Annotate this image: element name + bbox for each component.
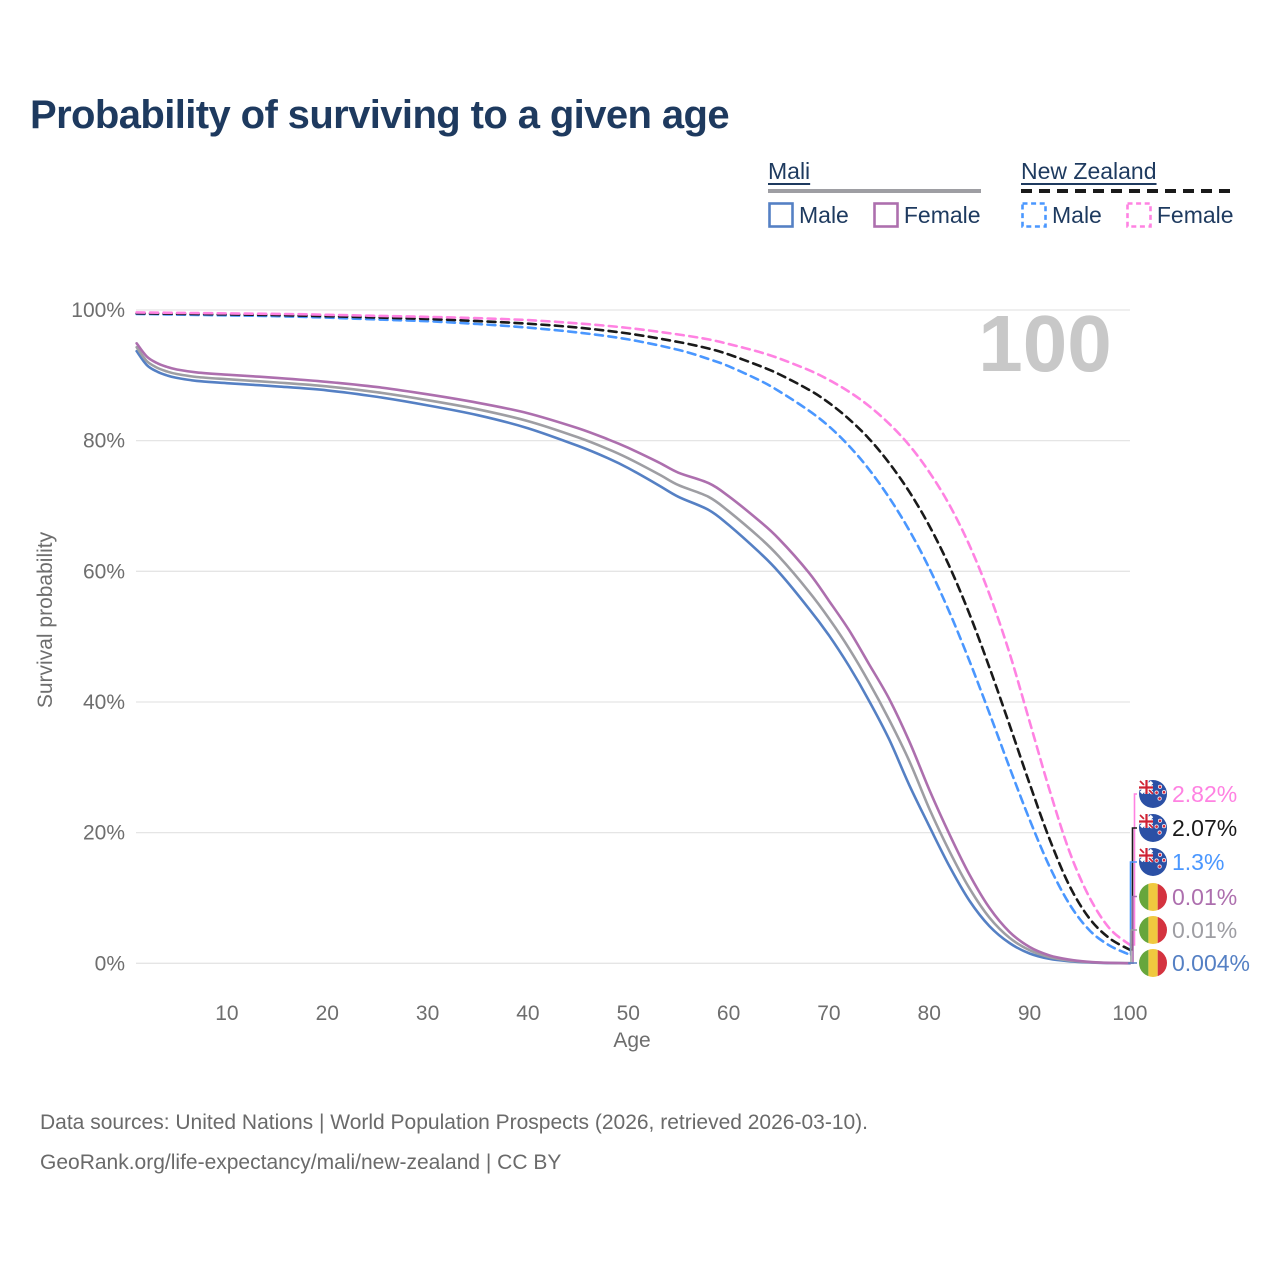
- svg-text:80%: 80%: [83, 430, 125, 453]
- svg-text:50: 50: [617, 1002, 640, 1025]
- legend-group-mali: Mali Male Female: [768, 158, 981, 229]
- end-value: 0.01%: [1172, 883, 1238, 910]
- watermark-age-100: 100: [978, 299, 1111, 388]
- legend-line-sample-solid: [768, 188, 981, 193]
- legend-label-nz-female[interactable]: Female: [1156, 201, 1234, 228]
- new-zealand-flag-icon: [1139, 814, 1167, 842]
- legend-group-new-zealand: New Zealand Male Female: [1021, 158, 1234, 229]
- new-zealand-flag-icon: [1139, 780, 1167, 808]
- svg-text:100: 100: [1112, 1002, 1147, 1025]
- curve-new-zealand-total: [135, 311, 1132, 952]
- legend-swatch-mali-male[interactable]: [768, 202, 794, 228]
- legend-label-mali-male[interactable]: Male: [799, 201, 849, 228]
- curve-new-zealand-male: [135, 312, 1132, 957]
- legend-label-mali-female[interactable]: Female: [903, 201, 981, 228]
- page-title: Probability of surviving to a given age: [30, 93, 730, 137]
- end-value: 0.004%: [1172, 949, 1251, 976]
- x-axis-title: Age: [613, 1029, 651, 1052]
- end-label-nz-male[interactable]: 1.3%: [1139, 847, 1224, 877]
- svg-text:90: 90: [1018, 1002, 1041, 1025]
- curve-mali-female: [135, 342, 1132, 965]
- end-value: 2.82%: [1172, 780, 1238, 807]
- curve-new-zealand-female: [135, 311, 1132, 947]
- end-label-nz-total[interactable]: 2.07%: [1139, 813, 1237, 843]
- curve-mali-total: [135, 345, 1132, 965]
- end-value: 0.01%: [1172, 916, 1238, 943]
- end-value: 1.3%: [1172, 848, 1225, 875]
- mali-flag-icon: [1139, 916, 1167, 944]
- label-connector-lines: [1128, 793, 1137, 965]
- data-sources-note: Data sources: United Nations | World Pop…: [40, 1111, 869, 1134]
- svg-text:80: 80: [918, 1002, 941, 1025]
- legend-group-title-mali[interactable]: Mali: [768, 158, 811, 184]
- svg-text:10: 10: [215, 1002, 238, 1025]
- survival-curves: [135, 311, 1132, 965]
- end-label-mali-female[interactable]: 0.01%: [1139, 882, 1237, 912]
- mali-flag-icon: [1139, 883, 1167, 911]
- axis-tick-labels: 0% 20% 40% 60% 80% 100% 10 20 30 40 50 60 70 80 90 100: [71, 299, 1147, 1025]
- svg-text:100%: 100%: [71, 299, 125, 322]
- legend-swatch-nz-female[interactable]: [1126, 202, 1152, 228]
- end-value: 2.07%: [1172, 814, 1238, 841]
- legend-swatch-nz-male[interactable]: [1021, 202, 1047, 228]
- source-url[interactable]: GeoRank.org/life-expectancy/mali/new-zea…: [40, 1150, 562, 1174]
- mali-flag-icon: [1139, 949, 1167, 977]
- svg-text:70: 70: [817, 1002, 840, 1025]
- legend-group-title-new-zealand[interactable]: New Zealand: [1021, 158, 1157, 184]
- end-label-mali-total[interactable]: 0.01%: [1139, 915, 1237, 945]
- svg-text:60%: 60%: [83, 560, 125, 583]
- curve-mali-male: [135, 349, 1132, 965]
- footer: Data sources: United Nations | World Pop…: [40, 1103, 1240, 1183]
- new-zealand-flag-icon: [1139, 848, 1167, 876]
- svg-text:0%: 0%: [95, 952, 125, 975]
- svg-text:30: 30: [416, 1002, 439, 1025]
- gridlines: [136, 309, 1130, 964]
- end-label-mali-male[interactable]: 0.004%: [1139, 948, 1250, 978]
- svg-text:20%: 20%: [83, 822, 125, 845]
- svg-text:40%: 40%: [83, 691, 125, 714]
- svg-text:40: 40: [516, 1002, 539, 1025]
- legend-label-nz-male[interactable]: Male: [1052, 201, 1102, 228]
- legend-line-sample-dashed: [1021, 188, 1234, 193]
- end-label-nz-female[interactable]: 2.82%: [1139, 779, 1237, 809]
- svg-text:60: 60: [717, 1002, 740, 1025]
- legend-swatch-mali-female[interactable]: [873, 202, 899, 228]
- svg-text:20: 20: [316, 1002, 339, 1025]
